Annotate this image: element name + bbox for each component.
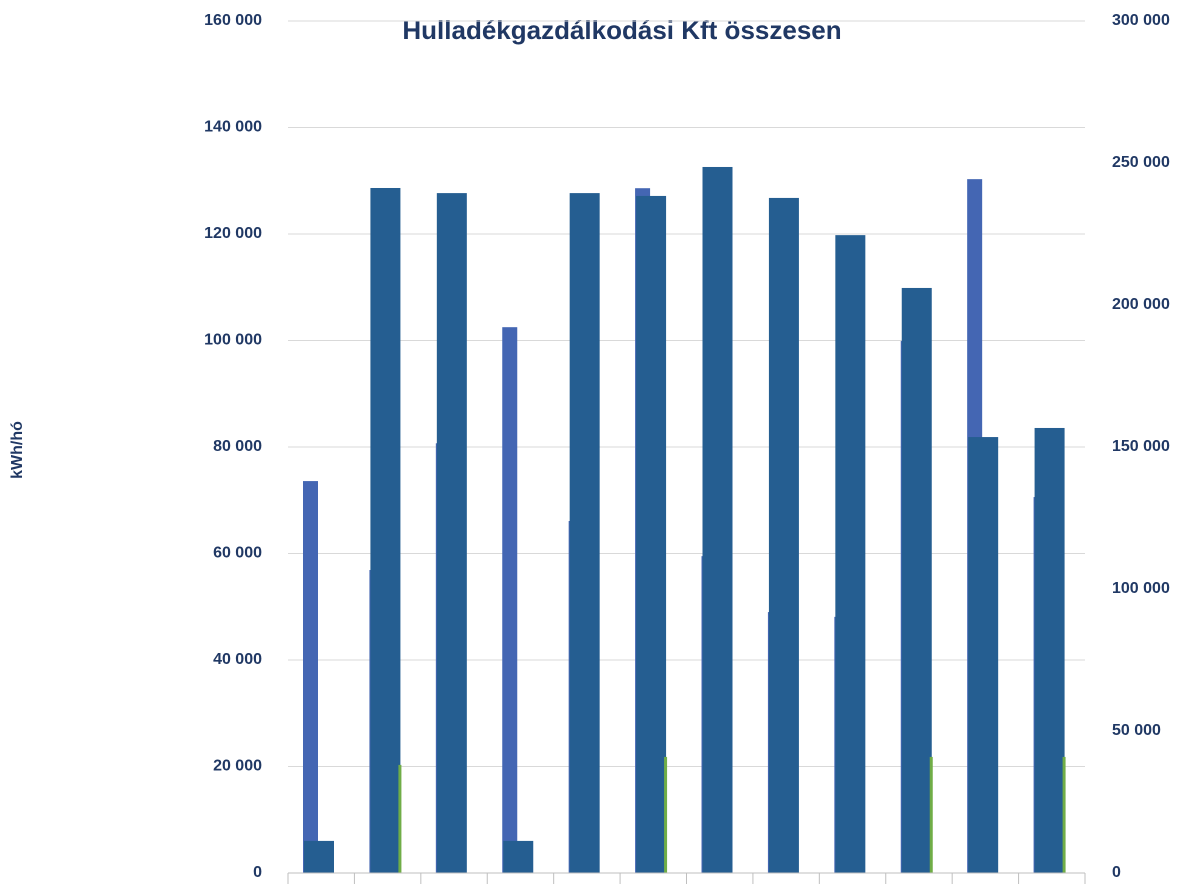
y2-tick-label: 0 (1112, 864, 1121, 881)
bar (929, 756, 933, 873)
bar (1062, 756, 1066, 873)
bar (503, 840, 534, 873)
y-tick-label: 0 (253, 864, 262, 881)
bar (1034, 427, 1065, 873)
y2-tick-label: 250 000 (1112, 154, 1170, 171)
y-tick-label: 120 000 (204, 225, 262, 242)
bar (370, 187, 401, 873)
bar (702, 166, 733, 873)
y2-tick-label: 150 000 (1112, 438, 1170, 455)
chart-title: Hulladékgazdálkodási Kft összesen (402, 15, 841, 45)
y-tick-label: 40 000 (213, 651, 262, 668)
bar (303, 481, 318, 873)
y2-tick-label: 200 000 (1112, 296, 1170, 313)
bar (835, 235, 866, 874)
bar (304, 840, 334, 873)
bar (398, 764, 402, 873)
y-tick-label: 60 000 (213, 545, 262, 562)
bar (901, 287, 932, 874)
y-tick-label: 20 000 (213, 758, 262, 775)
bar (636, 195, 667, 874)
bar (436, 193, 467, 873)
y2-tick-label: 50 000 (1112, 722, 1161, 739)
y-axis-label: kWh/hó (9, 421, 26, 479)
y2-tick-label: 300 000 (1112, 12, 1170, 29)
bar (569, 193, 600, 873)
y-tick-label: 160 000 (204, 12, 262, 29)
y-tick-label: 100 000 (204, 332, 262, 349)
y2-tick-label: 100 000 (1112, 580, 1170, 597)
bar (968, 437, 999, 873)
bar (502, 327, 518, 873)
bar (664, 756, 668, 873)
bar (768, 197, 799, 873)
y-tick-label: 140 000 (204, 119, 262, 136)
y-tick-label: 80 000 (213, 438, 262, 455)
